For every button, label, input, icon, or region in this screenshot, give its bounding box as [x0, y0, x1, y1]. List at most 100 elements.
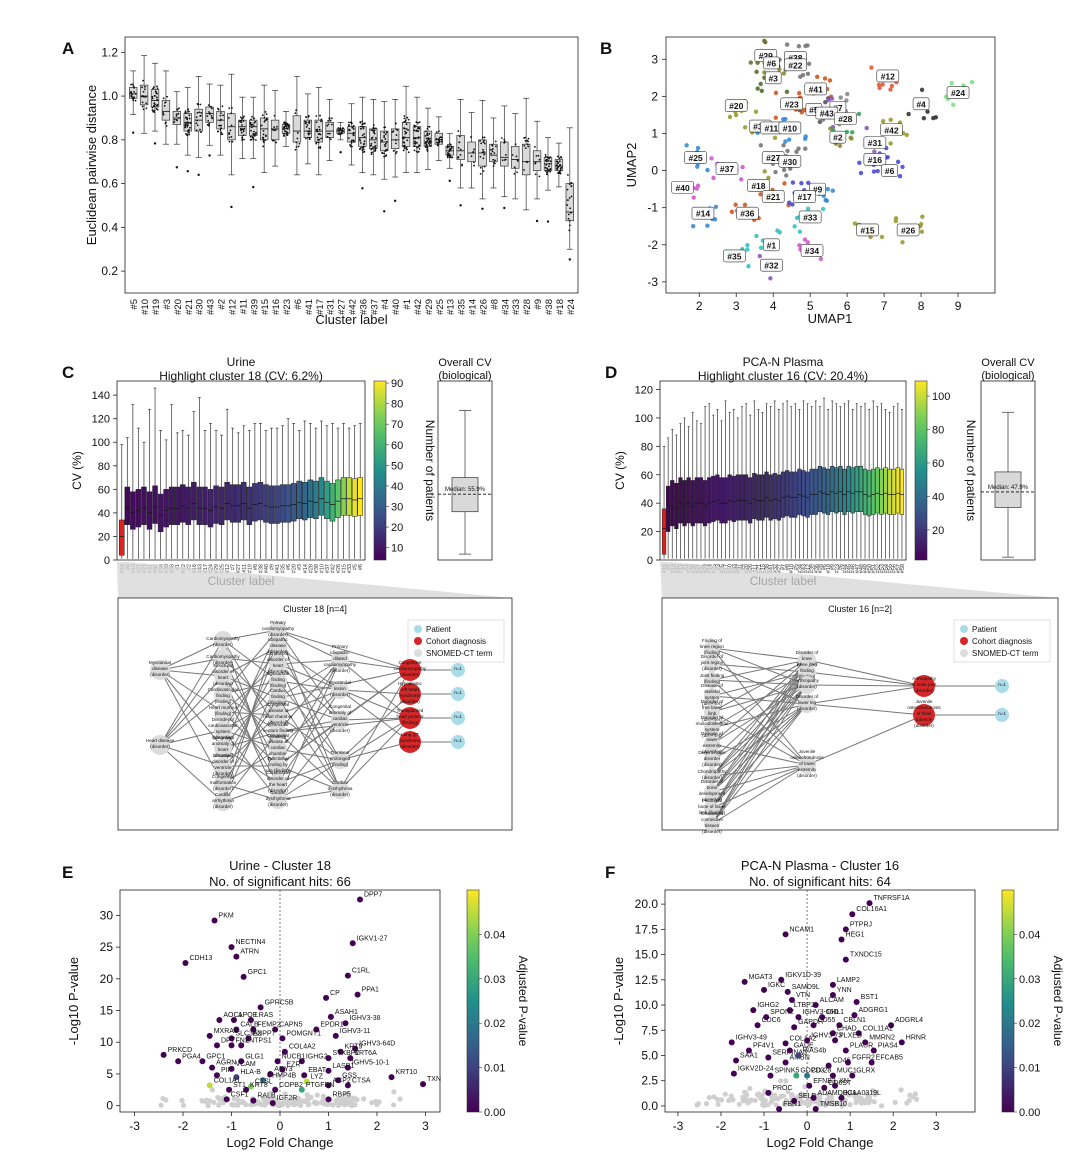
data-point [495, 145, 497, 148]
data-point [307, 121, 310, 124]
gene-label: XN [839, 1078, 849, 1085]
umap-point [796, 44, 802, 49]
cv-box [682, 480, 687, 527]
umap-point [803, 134, 808, 139]
cv-box [678, 477, 683, 524]
gene-label: EZR [286, 1062, 300, 1069]
gene-label: PLAUR [850, 1042, 873, 1049]
data-point [425, 141, 427, 144]
node-label: syndrome [400, 738, 421, 743]
panel-subtitle: No. of significant hits: 64 [749, 874, 891, 889]
cv-box [185, 486, 192, 525]
colorbar-tick-label: 80 [932, 425, 944, 437]
data-point [493, 152, 496, 154]
data-point [261, 114, 264, 117]
data-point [494, 159, 496, 162]
data-point [559, 169, 562, 172]
gene-label: EBAT [308, 1067, 326, 1074]
colorbar-tick-label: 0.02 [484, 1018, 505, 1030]
nonsignificant-point [778, 1078, 784, 1084]
node-label: cardiomyopathy [262, 626, 295, 631]
data-point [418, 126, 420, 129]
box-#19 [150, 89, 160, 108]
node-label: Congenital [329, 704, 351, 709]
data-point [395, 128, 398, 131]
umap-point [888, 141, 893, 146]
cv-box [735, 474, 740, 521]
umap-point [906, 111, 911, 117]
gene-label: IGKV1D-39 [785, 972, 821, 979]
network-edge [277, 659, 341, 699]
nonsignificant-point [904, 1100, 910, 1106]
significant-point [209, 1064, 216, 1071]
cv-box [698, 477, 704, 524]
data-point [142, 90, 145, 93]
significant-point [238, 1042, 245, 1049]
cv-box [157, 493, 164, 532]
node-label: n=1 [998, 711, 1006, 716]
gene-label: COL1A1 [214, 1077, 241, 1084]
cv-box [346, 477, 352, 516]
gene-label: RBP5 [332, 1091, 350, 1098]
snomed-node [269, 672, 287, 690]
node-label: (disorder) [213, 804, 233, 809]
data-point [504, 153, 507, 156]
data-point [317, 141, 320, 144]
gene-label: TMSB10 [820, 1101, 847, 1108]
gene-label: PRKCD [168, 1047, 193, 1054]
data-point [416, 141, 418, 144]
colorbar-label: Adjusted P-value [516, 956, 530, 1047]
cluster-label: #3 [768, 73, 778, 83]
network-edge [711, 671, 808, 697]
x-tick-label: #20 [292, 564, 298, 573]
outlier-point [208, 154, 211, 157]
nonsignificant-point [304, 1092, 310, 1098]
cv-box [862, 468, 868, 515]
node-label: heart [218, 675, 229, 680]
data-point [130, 92, 133, 94]
significant-point [233, 953, 240, 960]
snomed-node [269, 723, 287, 741]
data-point [483, 150, 485, 153]
node-label: dysrhythmia [328, 786, 353, 791]
data-point [426, 134, 429, 137]
node-label: n=1 [454, 690, 462, 695]
umap-point [781, 143, 786, 148]
data-point [549, 168, 552, 171]
significant-point [301, 1072, 308, 1079]
snomed-node [269, 740, 287, 758]
y-tick-label: 20.0 [635, 897, 659, 911]
umap-point [753, 109, 759, 114]
network-edge [277, 663, 341, 721]
data-point [251, 135, 254, 138]
data-point [417, 137, 420, 140]
snomed-node [269, 791, 287, 809]
network-edge [277, 680, 341, 761]
gene-label: GPC1 [248, 969, 267, 976]
outlier-point [131, 131, 135, 134]
cv-box [883, 467, 888, 514]
panel-title: Urine [227, 355, 256, 369]
node-label: (disorder) [702, 666, 722, 671]
cv-box [329, 483, 336, 522]
significant-point [272, 1026, 279, 1033]
node-label: n=1 [998, 682, 1006, 687]
network-edge [711, 659, 808, 745]
node-label: (disorder) [268, 802, 288, 807]
data-point [414, 137, 417, 140]
data-point [370, 142, 373, 145]
significant-point [866, 900, 873, 907]
nonsignificant-point [241, 1100, 247, 1106]
umap-point [838, 95, 843, 100]
data-point [240, 121, 243, 124]
data-point [482, 157, 485, 160]
x-tick-label: #11 [238, 299, 249, 314]
data-point [482, 141, 485, 144]
node-label: disease [152, 666, 168, 671]
data-point [326, 124, 329, 127]
cv-box [871, 468, 876, 515]
data-point [483, 142, 486, 145]
cluster-label: #28 [838, 114, 852, 124]
x-tick-label: #57 [896, 564, 902, 573]
data-point [568, 224, 571, 227]
